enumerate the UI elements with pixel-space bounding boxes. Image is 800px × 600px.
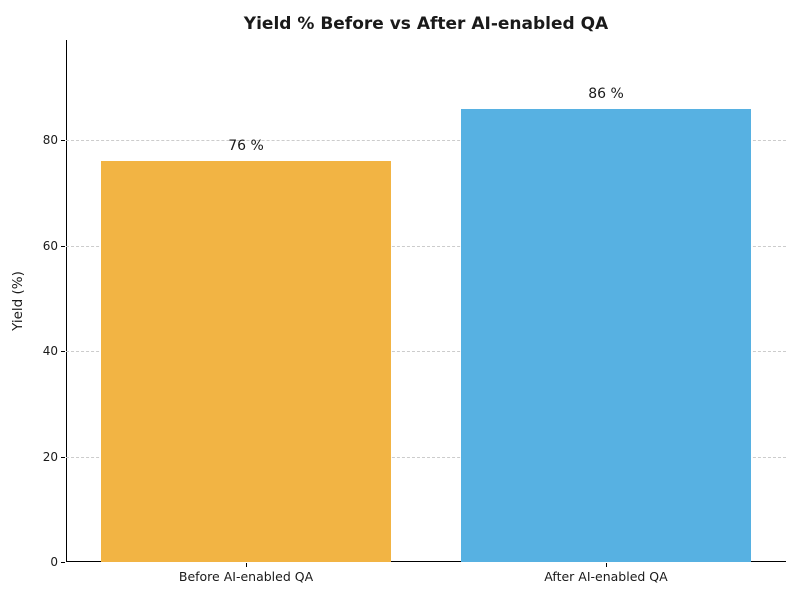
y-tick-label: 80 [42,133,58,148]
y-tick-mark [61,245,65,247]
y-tick-mark [61,351,65,353]
y-tick-label: 40 [42,344,58,359]
bar-value-label: 76 % [228,138,264,155]
gridline-y-20 [66,456,786,458]
gridline-y-60 [66,245,786,247]
y-tick-mark [61,456,65,458]
y-tick-label: 20 [42,449,58,464]
y-axis-spine [66,40,67,562]
chart-title: Yield % Before vs After AI-enabled QA [243,14,609,34]
bar-after [461,108,751,562]
y-tick-mark [61,562,65,563]
gridline-y-80 [66,140,786,142]
x-tick-label: Before AI-enabled QA [178,569,314,584]
y-tick-label: 60 [42,238,58,253]
x-axis-spine [66,561,786,562]
bar-before [101,161,391,562]
y-tick-label: 0 [50,555,58,569]
x-tick-label: After AI-enabled QA [544,569,668,584]
x-tick-mark [606,563,607,567]
plot-area: 0 20 40 60 80 76 % Before AI-enabled QA 86 % Aft… [43,40,786,584]
y-tick-mark [61,140,65,142]
x-tick-mark [246,563,247,567]
bar-value-label: 86 % [588,85,624,102]
y-axis-label: Yield (%) [10,271,26,331]
gridline-y-40 [66,351,786,353]
